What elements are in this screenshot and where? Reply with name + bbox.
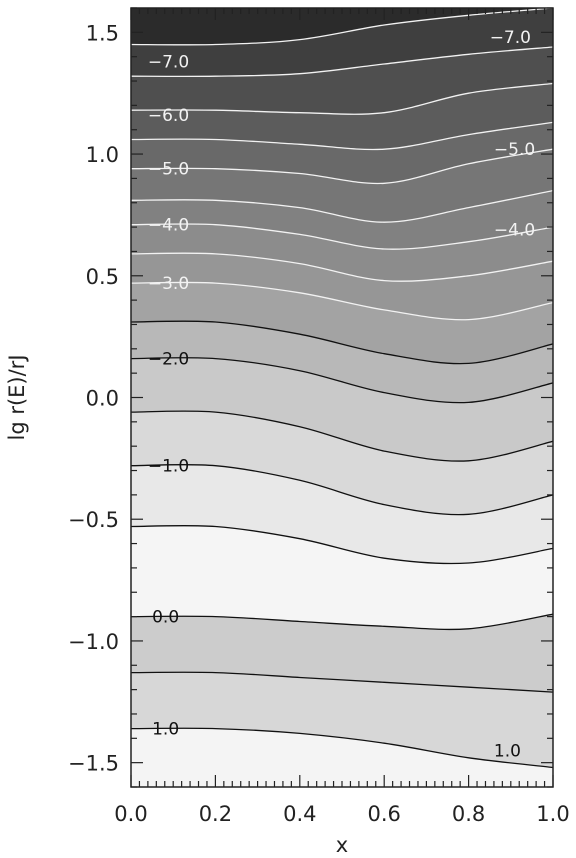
y-tick-labels: 1.5 1.0 0.5 0.0 −0.5 −1.0 −1.5 — [68, 21, 119, 775]
contour-line-1 — [131, 8, 553, 46]
contour-label-1-1: −7.0 — [490, 28, 531, 48]
contour-line-6 — [131, 189, 553, 223]
contour-label-15-0: 0.0 — [152, 608, 179, 628]
contour-line-15 — [131, 613, 553, 631]
contour-label-11-0: −2.0 — [148, 350, 189, 370]
y-tick-label: 1.5 — [86, 21, 119, 45]
contour-line-5 — [131, 148, 553, 185]
x-axis-label: x — [336, 833, 348, 857]
x-tick-label: 1.0 — [536, 802, 569, 826]
contour-line-9 — [131, 281, 553, 321]
y-tick-label: −1.0 — [68, 630, 119, 654]
contour-label-17-1: 1.0 — [494, 741, 521, 761]
contour-line-11 — [131, 357, 553, 404]
contour-label-17-0: 1.0 — [152, 720, 179, 740]
band-above-level-0 — [126, 0, 558, 3]
y-tick-label: −1.5 — [68, 752, 119, 776]
contour-line-12 — [131, 410, 553, 462]
contour-line-16 — [131, 671, 553, 693]
contour-line-0 — [131, 0, 553, 1]
x-tick-label: 0.0 — [114, 802, 147, 826]
contour-label-3-0: −6.0 — [148, 106, 189, 126]
contour-bands — [126, 0, 558, 787]
y-axis-label: lg r(E)/rJ — [5, 354, 29, 440]
contour-label-7-0: −4.0 — [148, 216, 189, 236]
contour-line-7 — [131, 223, 553, 250]
contour-line-10 — [131, 320, 553, 365]
x-tick-label: 0.4 — [283, 802, 316, 826]
contour-line-3 — [131, 82, 553, 115]
contour-label-7-1: −4.0 — [494, 221, 535, 241]
contour-line-8 — [131, 252, 553, 282]
contour-line-2 — [131, 46, 553, 78]
y-tick-label: 1.0 — [86, 143, 119, 167]
contour-line-13 — [131, 463, 553, 516]
contour-label-13-0: −1.0 — [148, 457, 189, 477]
contour-lines — [131, 0, 553, 769]
x-tick-label: 0.6 — [367, 802, 400, 826]
contour-label-9-0: −3.0 — [148, 274, 189, 294]
x-tick-label: 0.2 — [199, 802, 232, 826]
y-tick-label: −0.5 — [68, 508, 119, 532]
axis-ticks — [130, 7, 554, 788]
contour-label-5-1: −5.0 — [494, 140, 535, 160]
x-tick-label: 0.8 — [452, 802, 485, 826]
contour-label-1-0: −7.0 — [148, 53, 189, 73]
contour-line-14 — [131, 524, 553, 565]
contour-labels: −7.0 −7.0 −6.0 −5.0 −5.0 −4.0 −4.0 −3.0 −2.0 −1.0… — [148, 28, 535, 761]
contour-line-4 — [131, 121, 553, 151]
y-tick-label: 0.5 — [86, 265, 119, 289]
x-tick-labels: 0.0 0.2 0.4 0.6 0.8 1.0 — [114, 802, 569, 826]
y-tick-label: 0.0 — [86, 387, 119, 411]
contour-line-17 — [131, 727, 553, 769]
contour-label-5-0: −5.0 — [148, 160, 189, 180]
